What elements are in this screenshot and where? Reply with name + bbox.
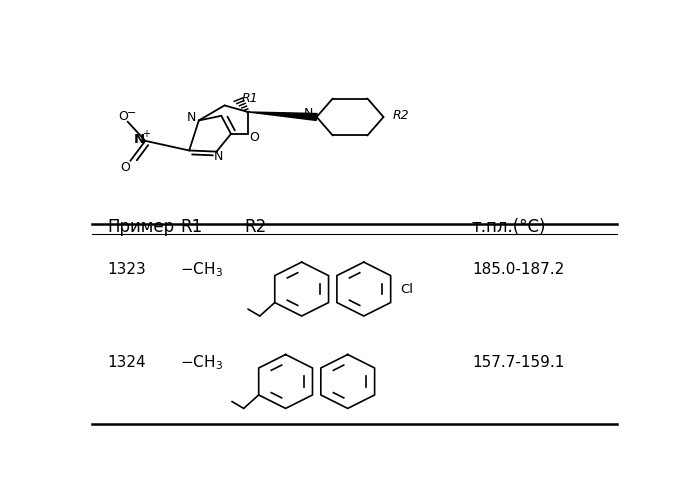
Text: т.пл.(°С): т.пл.(°С) xyxy=(472,218,547,236)
Text: R2: R2 xyxy=(245,218,267,236)
Text: N: N xyxy=(304,108,313,120)
Text: +: + xyxy=(142,129,150,139)
Text: 1324: 1324 xyxy=(108,354,146,370)
Text: N: N xyxy=(214,150,223,163)
Text: N: N xyxy=(187,112,196,124)
Text: $-$CH$_3$: $-$CH$_3$ xyxy=(180,260,223,279)
Text: −: − xyxy=(127,108,137,118)
Text: Пример: Пример xyxy=(108,218,175,236)
Polygon shape xyxy=(248,112,317,120)
Text: O: O xyxy=(249,132,259,144)
Text: R1: R1 xyxy=(241,92,258,105)
Text: O: O xyxy=(118,110,129,124)
Text: R1: R1 xyxy=(180,218,202,236)
Text: 1323: 1323 xyxy=(108,262,146,278)
Text: $-$CH$_3$: $-$CH$_3$ xyxy=(180,353,223,372)
Text: 157.7-159.1: 157.7-159.1 xyxy=(472,354,565,370)
Text: N: N xyxy=(133,133,144,146)
Text: 185.0-187.2: 185.0-187.2 xyxy=(472,262,565,278)
Text: Cl: Cl xyxy=(400,282,413,296)
Text: R2: R2 xyxy=(393,110,410,122)
Text: O: O xyxy=(120,160,130,173)
